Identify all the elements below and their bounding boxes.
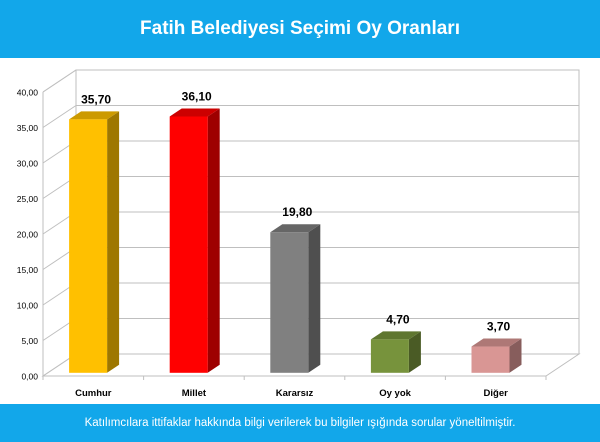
- data-label: 35,70: [81, 92, 111, 106]
- footer-banner: Katılımcılara ittifaklar hakkında bilgi …: [0, 404, 600, 442]
- chart-title: Fatih Belediyesi Seçimi Oy Oranları: [140, 18, 460, 39]
- bar-top: [69, 111, 120, 120]
- y-tick-label: 5,00: [21, 336, 38, 346]
- bar-chart: 0,00 5,00 10,00 15,00 20,00 25,00 30,00 35,00 40…: [17, 69, 581, 399]
- data-label: 4,70: [386, 312, 410, 326]
- bar: [69, 119, 108, 373]
- bar-side: [308, 224, 321, 373]
- bar: [270, 232, 309, 373]
- x-tick-label: Cumhur: [75, 388, 112, 399]
- x-tick-label: Kararsız: [276, 388, 314, 399]
- y-tick-label: 15,00: [17, 265, 39, 275]
- y-axis-top: [42, 69, 77, 93]
- y-tick-label: 0,00: [21, 372, 38, 382]
- bar-top: [370, 331, 421, 340]
- y-tick-label: 30,00: [17, 159, 39, 169]
- y-tick-label: 35,00: [17, 123, 39, 133]
- bar: [370, 339, 409, 373]
- title-banner: Fatih Belediyesi Seçimi Oy Oranları: [0, 0, 600, 58]
- bar-top: [169, 108, 220, 117]
- x-tick-label: Diğer: [484, 388, 509, 399]
- x-tick-label: Oy yok: [379, 388, 411, 399]
- y-tick-label: 25,00: [17, 194, 39, 204]
- y-tick-label: 40,00: [17, 88, 39, 98]
- bar-top: [270, 224, 321, 233]
- bar: [169, 116, 208, 373]
- bar-side: [509, 338, 522, 373]
- y-tick-label: 20,00: [17, 230, 39, 240]
- bar-top: [471, 338, 522, 347]
- bar-side: [207, 108, 220, 373]
- footer-note: Katılımcılara ittifaklar hakkında bilgi …: [84, 417, 516, 429]
- data-label: 3,70: [487, 320, 511, 334]
- bar-side: [107, 111, 120, 373]
- x-tick-label: Millet: [182, 388, 207, 399]
- data-label: 36,10: [182, 89, 212, 103]
- bar: [471, 346, 510, 373]
- data-label: 19,80: [282, 205, 312, 219]
- gridline-side: [42, 105, 77, 128]
- y-tick-label: 10,00: [17, 301, 39, 311]
- bar-side: [408, 331, 421, 373]
